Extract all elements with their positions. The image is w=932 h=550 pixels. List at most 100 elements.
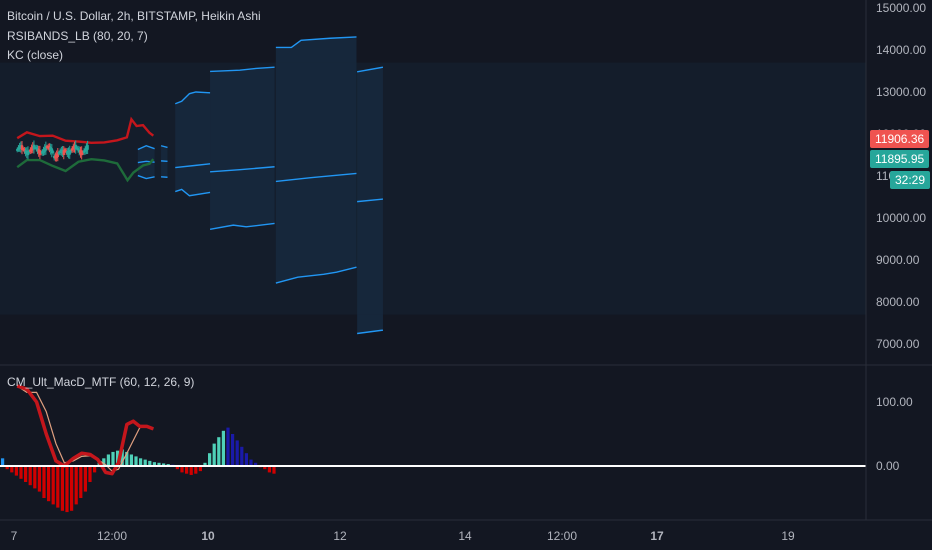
kc-line-kc-upper [210, 66, 275, 73]
macd-histogram-bar [244, 453, 248, 466]
macd-histogram-bar [51, 466, 55, 505]
keltner-band-fill [137, 145, 155, 179]
kc-line-kc-basis [175, 163, 211, 169]
macd-histogram-bar [139, 458, 143, 466]
kc-line-kc-upper [160, 145, 168, 149]
macd-histogram-bar [263, 466, 267, 470]
kc-line-kc-upper [137, 145, 155, 151]
candle-body [50, 148, 54, 154]
macd-histogram-bar [212, 443, 216, 466]
kc-line-kc-basis [210, 166, 275, 173]
countdown-tag: 32:29 [890, 171, 931, 189]
chart-title[interactable]: Bitcoin / U.S. Dollar, 2h, BITSTAMP, Hei… [7, 9, 261, 23]
macd-histogram-bar [111, 451, 115, 466]
macd-histogram-bar [254, 462, 258, 466]
kc-line-kc-basis [275, 172, 357, 183]
indicator-kc-label[interactable]: KC (close) [7, 48, 64, 62]
price-axis-label: 14000.00 [876, 43, 926, 57]
kc-line-kc-lower [175, 188, 211, 197]
macd-histogram-bar [5, 466, 9, 470]
macd-histogram-bar [24, 466, 28, 482]
rsi-band-lines [16, 116, 155, 183]
time-axis-label: 12 [333, 529, 347, 543]
candle-body [62, 150, 65, 155]
macd-histogram-bar [143, 459, 147, 466]
indicator-macd-label[interactable]: CM_Ult_MacD_MTF (60, 12, 26, 9) [7, 375, 195, 389]
macd-histogram-bar [267, 466, 271, 473]
price-axis-label: 9000.00 [876, 253, 920, 267]
macd-histogram-bar [240, 446, 244, 466]
keltner-band-outer [0, 62, 866, 315]
macd-histogram-bar [19, 466, 23, 479]
macd-histogram-bar [152, 462, 156, 466]
macd-histogram-bar [162, 463, 166, 466]
candle-body [51, 151, 55, 153]
keltner-band-fill [210, 67, 275, 230]
candle-body [75, 147, 79, 149]
time-axis-label: 14 [458, 529, 472, 543]
candle-body [44, 145, 48, 151]
candle-body [20, 145, 24, 150]
macd-histogram-bar [125, 451, 129, 466]
macd-histogram-bar [102, 458, 106, 466]
macd-axis-label: 100.00 [876, 395, 913, 409]
macd-histogram-bar [203, 462, 207, 466]
rsi-line [16, 116, 155, 145]
macd-histogram-bar [175, 466, 179, 470]
candle-body [86, 145, 89, 150]
macd-axis-label: 0.00 [876, 459, 900, 473]
macd-panel-marks [0, 384, 866, 513]
price-axis-label: 7000.00 [876, 337, 920, 351]
macd-histogram-bar [14, 466, 18, 476]
macd-histogram-bar [88, 466, 92, 482]
price-axis-label: 8000.00 [876, 295, 920, 309]
macd-histogram-bar [272, 466, 276, 474]
macd-histogram-bar [180, 466, 184, 473]
kc-line-kc-lower [275, 266, 357, 284]
price-axis-label: 15000.00 [876, 1, 926, 15]
kc-line-kc-lower [209, 222, 275, 231]
macd-histogram-bar [70, 466, 74, 511]
time-axis-label: 7 [11, 529, 18, 543]
macd-histogram-bar [134, 456, 138, 466]
macd-histogram-bar [83, 466, 87, 492]
macd-histogram-bar [249, 459, 253, 466]
macd-histogram-bar [231, 434, 235, 466]
macd-histogram-bar [217, 437, 221, 466]
macd-histogram-bar [74, 466, 78, 505]
macd-histogram-bar [120, 449, 124, 466]
keltner-band-fill [275, 36, 357, 284]
indicator-rsibands-label[interactable]: RSIBANDS_LB (80, 20, 7) [7, 29, 148, 43]
candle-body [63, 149, 67, 151]
keltner-lines [137, 36, 384, 335]
candle-body [21, 147, 25, 150]
kc-line-kc-upper [174, 91, 211, 105]
candle-body [56, 152, 59, 157]
candle-body [69, 150, 73, 152]
macd-histogram-bar [148, 460, 152, 466]
kc-line-kc-upper [275, 36, 357, 49]
time-axis-label: 12:00 [97, 529, 127, 543]
macd-histogram-bar [93, 466, 97, 473]
macd-histogram-bar [65, 466, 69, 513]
time-axis-label: 12:00 [547, 529, 577, 543]
time-axis-label: 19 [781, 529, 795, 543]
macd-histogram-bar [221, 430, 225, 466]
macd-histogram-bar [185, 466, 189, 474]
price-axis-label: 10000.00 [876, 211, 926, 225]
macd-histogram-bar [208, 453, 212, 466]
macd-histogram-bar [33, 466, 37, 489]
price-axis-label: 13000.00 [876, 85, 926, 99]
price-tag-ask: 11906.36 [870, 130, 930, 148]
kc-line-kc-lower [137, 174, 155, 180]
candle-body [16, 149, 19, 151]
macd-histogram-bar [47, 466, 51, 502]
macd-histogram-bar [56, 466, 60, 508]
kc-line-kc-upper [357, 66, 384, 73]
candle-body [68, 149, 71, 155]
keltner-band-fill [175, 92, 211, 196]
keltner-band-fills [0, 36, 866, 334]
